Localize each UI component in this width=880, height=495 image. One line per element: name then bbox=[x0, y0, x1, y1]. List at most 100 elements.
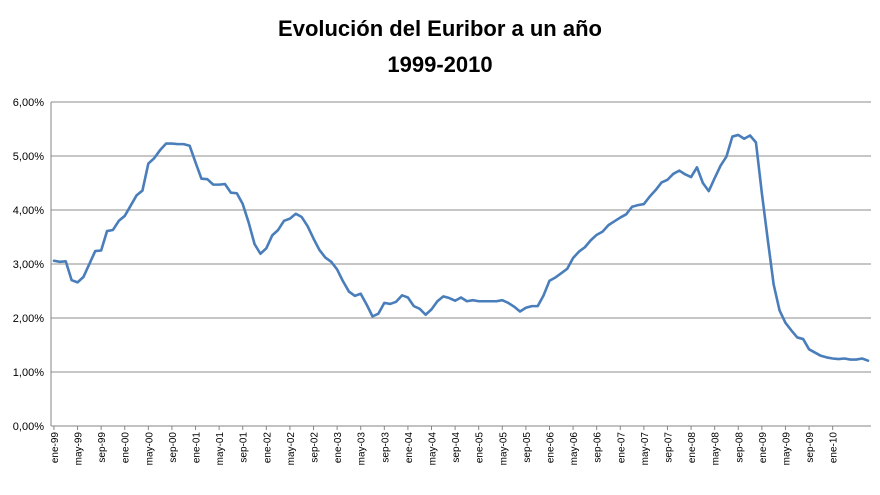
data-point bbox=[359, 292, 362, 295]
data-point bbox=[135, 194, 138, 197]
data-point bbox=[460, 296, 462, 299]
data-point bbox=[719, 164, 722, 167]
data-point bbox=[212, 183, 215, 186]
data-point bbox=[147, 162, 150, 165]
x-tick-label: ene-04 bbox=[404, 432, 415, 464]
data-point bbox=[814, 351, 816, 354]
data-point bbox=[324, 256, 327, 259]
data-point bbox=[389, 303, 392, 305]
data-point bbox=[589, 239, 592, 242]
data-point bbox=[454, 299, 456, 302]
x-tick-label: sep-09 bbox=[805, 432, 816, 463]
y-tick-label: 5,00% bbox=[13, 151, 44, 163]
data-point bbox=[702, 182, 704, 184]
data-point bbox=[796, 336, 799, 339]
data-point bbox=[536, 305, 539, 307]
data-point bbox=[112, 229, 114, 231]
data-point bbox=[548, 279, 551, 282]
data-point bbox=[684, 173, 686, 176]
x-tick-label: may-03 bbox=[357, 432, 368, 466]
data-point bbox=[241, 203, 244, 205]
data-point bbox=[761, 192, 763, 195]
data-point bbox=[265, 247, 268, 250]
x-tick-label: sep-03 bbox=[380, 432, 391, 463]
data-point bbox=[619, 216, 622, 219]
x-tick-label: sep-08 bbox=[734, 432, 745, 463]
data-point bbox=[129, 204, 132, 207]
data-point bbox=[230, 191, 232, 194]
data-point bbox=[182, 143, 185, 145]
data-point bbox=[159, 149, 161, 151]
x-tick-label: sep-06 bbox=[593, 432, 604, 463]
data-point bbox=[259, 252, 262, 255]
data-point bbox=[271, 234, 274, 237]
data-point bbox=[749, 134, 751, 137]
data-point bbox=[306, 225, 309, 227]
data-point bbox=[690, 176, 692, 178]
data-point bbox=[560, 272, 563, 274]
data-point bbox=[118, 220, 120, 222]
data-point bbox=[855, 358, 858, 361]
data-point bbox=[123, 215, 126, 217]
data-point bbox=[507, 302, 509, 304]
data-point bbox=[342, 280, 344, 283]
data-point bbox=[100, 249, 102, 252]
x-tick-label: ene-10 bbox=[829, 432, 840, 464]
data-point bbox=[772, 283, 775, 286]
data-point bbox=[53, 259, 55, 262]
data-point bbox=[477, 300, 480, 303]
x-tick-label: may-08 bbox=[711, 432, 722, 466]
data-point bbox=[448, 297, 451, 299]
data-point bbox=[843, 357, 846, 360]
data-point bbox=[106, 230, 108, 232]
data-point bbox=[194, 161, 197, 164]
x-tick-label: ene-99 bbox=[50, 432, 61, 464]
data-point bbox=[94, 250, 97, 252]
data-point bbox=[206, 178, 209, 181]
x-tick-label: may-07 bbox=[640, 432, 651, 466]
data-point bbox=[837, 358, 840, 360]
x-tick-label: sep-04 bbox=[451, 432, 462, 463]
data-point bbox=[413, 305, 415, 307]
data-point bbox=[808, 348, 810, 351]
data-point bbox=[64, 260, 67, 263]
x-tick-label: sep-07 bbox=[663, 432, 674, 463]
x-tick-label: may-99 bbox=[74, 432, 85, 466]
data-point bbox=[188, 144, 191, 147]
x-tick-label: sep-01 bbox=[239, 432, 250, 463]
x-tick-label: may-00 bbox=[144, 432, 155, 466]
data-point bbox=[731, 135, 734, 138]
data-point bbox=[578, 250, 580, 253]
data-point bbox=[489, 300, 492, 303]
data-point bbox=[218, 183, 220, 186]
data-point bbox=[554, 276, 557, 279]
data-point bbox=[601, 230, 604, 233]
data-point bbox=[300, 216, 303, 218]
x-tick-label: ene-05 bbox=[475, 432, 486, 464]
data-point bbox=[224, 183, 226, 185]
data-point bbox=[177, 143, 179, 145]
data-point bbox=[825, 356, 828, 359]
data-point bbox=[200, 177, 203, 180]
data-point bbox=[849, 358, 852, 361]
data-point bbox=[643, 203, 645, 205]
data-point bbox=[348, 290, 350, 293]
data-point bbox=[59, 261, 61, 263]
data-point bbox=[336, 268, 338, 271]
y-tick-label: 3,00% bbox=[13, 259, 44, 271]
data-point bbox=[672, 173, 675, 175]
data-point bbox=[654, 189, 657, 191]
x-tick-label: may-06 bbox=[569, 432, 580, 466]
data-point bbox=[595, 234, 598, 236]
chart-title: Evolución del Euribor a un año bbox=[278, 16, 602, 41]
data-point bbox=[755, 141, 757, 144]
x-tick-label: ene-00 bbox=[121, 432, 132, 464]
data-point bbox=[418, 308, 421, 310]
data-point bbox=[530, 305, 533, 307]
data-point bbox=[678, 169, 681, 172]
x-tick-label: ene-09 bbox=[758, 432, 769, 464]
data-point bbox=[153, 157, 156, 159]
data-point bbox=[861, 357, 863, 360]
